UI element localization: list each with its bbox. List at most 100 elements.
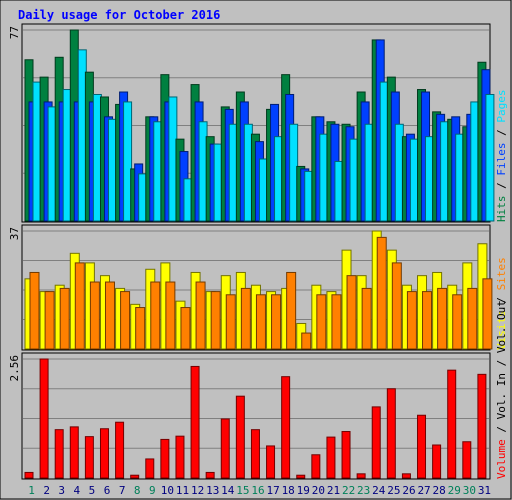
- bar-volume-day-17: [266, 445, 276, 479]
- x-tick-label-6: 6: [104, 484, 111, 497]
- legend-separator: /: [495, 419, 508, 439]
- bar-volume-day-7: [115, 421, 125, 479]
- x-tick-label-21: 21: [327, 484, 340, 497]
- x-tick-label-1: 1: [28, 484, 35, 497]
- bar-volume-day-6: [99, 428, 109, 479]
- legend-entry: Volume: [495, 439, 508, 479]
- bar-sites-day-15: [240, 287, 251, 350]
- bar-volume-day-26: [401, 473, 411, 479]
- bar-volume-day-23: [356, 473, 366, 479]
- bar-volume-day-28: [432, 444, 442, 479]
- legend-separator: /: [495, 176, 508, 196]
- x-tick-label-27: 27: [417, 484, 430, 497]
- bar-volume-day-10: [160, 438, 170, 479]
- panel-1: 77 Hits / Files / Pages: [8, 23, 508, 223]
- panel-3: 2.56 Volume / Vol. In / Vol. Out: [8, 300, 508, 480]
- bar-sites-day-3: [59, 287, 70, 350]
- bar-sites-day-4: [74, 262, 85, 350]
- x-tick-label-3: 3: [58, 484, 65, 497]
- y-max-label: 2.56: [8, 355, 21, 382]
- x-tick-label-14: 14: [221, 484, 235, 497]
- legend-separator: /: [495, 290, 508, 310]
- bar-volume-day-31: [477, 373, 487, 479]
- bar-volume-day-20: [311, 454, 321, 479]
- bar-volume-day-5: [84, 436, 94, 479]
- bar-sites-day-12: [195, 281, 206, 350]
- bar-volume-day-15: [235, 395, 245, 479]
- panel-2: 37 Visits / Sites: [8, 224, 508, 351]
- bar-sites-day-18: [286, 271, 297, 350]
- x-tick-label-18: 18: [282, 484, 295, 497]
- legend-panel-3: Volume / Vol. In / Vol. Out: [495, 300, 508, 479]
- x-tick-label-25: 25: [387, 484, 400, 497]
- bar-volume-day-16: [250, 429, 260, 479]
- legend-panel-2: Visits / Sites: [495, 257, 508, 350]
- x-tick-label-20: 20: [312, 484, 325, 497]
- legend-entry: Vol. Out: [495, 300, 508, 353]
- legend-entry: Pages: [495, 90, 508, 123]
- bar-volume-day-24: [371, 406, 381, 479]
- bar-sites-day-24: [376, 236, 387, 350]
- x-tick-label-19: 19: [297, 484, 310, 497]
- bar-sites-day-28: [437, 287, 448, 350]
- x-axis-labels: 1 2 3 4 5 6 7 8 9 10 11 12 13 14 15 16 17 18 19 20 21 22 23 24 2…: [28, 484, 491, 497]
- y-max-label: 37: [8, 227, 21, 240]
- x-tick-label-5: 5: [89, 484, 96, 497]
- x-tick-label-24: 24: [372, 484, 386, 497]
- x-tick-label-12: 12: [191, 484, 204, 497]
- legend-entry: Hits: [495, 196, 508, 223]
- bar-sites-day-14: [225, 294, 236, 350]
- bar-sites-day-17: [271, 294, 282, 350]
- x-tick-label-4: 4: [74, 484, 81, 497]
- x-tick-label-13: 13: [206, 484, 219, 497]
- bar-sites-day-29: [452, 294, 463, 350]
- bar-sites-day-26: [406, 291, 417, 350]
- y-max-label: 77: [8, 26, 21, 39]
- bar-sites-day-30: [467, 287, 478, 350]
- x-tick-label-29: 29: [448, 484, 461, 497]
- chart-title: Daily usage for October 2016: [18, 8, 220, 22]
- bar-volume-day-14: [220, 418, 230, 479]
- x-tick-label-11: 11: [176, 484, 189, 497]
- bar-sites-day-9: [150, 281, 161, 350]
- x-tick-label-2: 2: [43, 484, 50, 497]
- bar-volume-day-18: [281, 376, 291, 479]
- x-tick-label-22: 22: [342, 484, 355, 497]
- legend-separator: /: [495, 123, 508, 143]
- x-tick-label-31: 31: [478, 484, 491, 497]
- x-tick-label-26: 26: [402, 484, 415, 497]
- bar-volume-day-11: [175, 435, 185, 479]
- bar-sites-day-2: [44, 291, 55, 350]
- legend-separator: /: [495, 353, 508, 373]
- x-tick-label-9: 9: [149, 484, 156, 497]
- x-tick-label-10: 10: [161, 484, 174, 497]
- bar-sites-day-20: [316, 294, 327, 350]
- bar-sites-day-16: [255, 294, 266, 350]
- x-tick-label-30: 30: [463, 484, 476, 497]
- legend-entry: Files: [495, 143, 508, 176]
- bar-sites-day-6: [104, 281, 115, 350]
- bar-volume-day-30: [462, 441, 472, 479]
- x-tick-label-28: 28: [433, 484, 446, 497]
- bar-sites-day-11: [180, 307, 191, 350]
- bar-volume-day-4: [69, 426, 79, 479]
- x-tick-label-8: 8: [134, 484, 141, 497]
- bar-volume-day-12: [190, 365, 200, 479]
- bar-volume-day-1: [24, 471, 34, 479]
- bar-sites-day-10: [165, 281, 176, 350]
- bar-sites-day-8: [135, 307, 146, 350]
- bar-volume-day-25: [386, 388, 396, 479]
- bar-sites-day-7: [120, 291, 131, 350]
- legend-entry: Sites: [495, 257, 508, 290]
- x-tick-label-16: 16: [251, 484, 264, 497]
- bar-pages-day-31: [485, 93, 495, 222]
- bar-sites-day-23: [361, 287, 372, 350]
- bar-volume-day-21: [326, 436, 336, 479]
- x-tick-label-7: 7: [119, 484, 126, 497]
- legend-entry: Vol. In: [495, 373, 508, 419]
- bar-volume-day-2: [39, 358, 49, 479]
- bar-volume-day-27: [417, 414, 427, 479]
- bar-sites-day-31: [482, 278, 493, 350]
- bar-sites-day-21: [331, 294, 342, 350]
